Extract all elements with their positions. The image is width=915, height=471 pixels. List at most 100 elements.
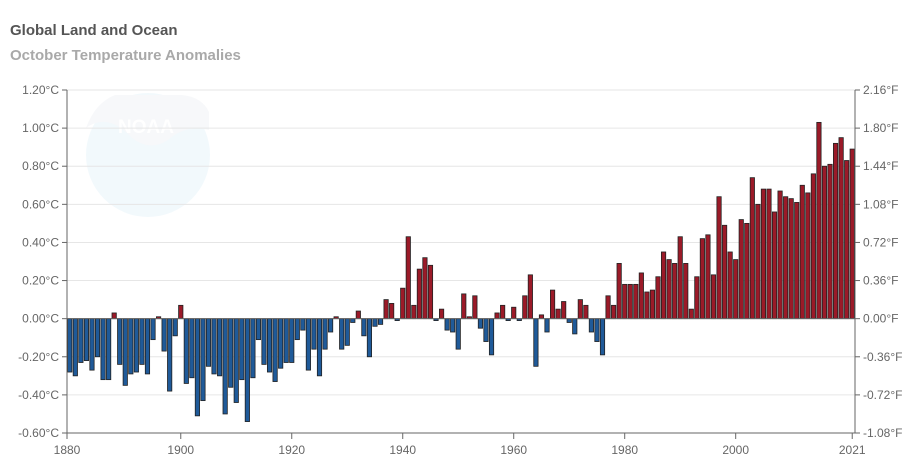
bar-1962 [522,295,528,320]
x-tick-label: 1900 [167,443,194,457]
y-tick-label: 0.40°C [22,235,59,249]
bar-2003 [749,177,755,320]
bar-1974 [588,318,594,333]
bar-1945 [427,264,434,320]
bar-1893 [139,318,145,365]
bar-1985 [649,289,656,320]
bar-1880 [67,318,73,373]
bar-1898 [167,318,173,392]
bars [67,121,855,422]
bar-1933 [361,318,367,337]
y2-tick-label: 2.16°F [863,83,898,97]
bar-1908 [222,318,228,415]
bar-2007 [771,211,778,320]
bar-1966 [544,318,550,333]
y-tick-label: -0.40°C [18,388,59,402]
bar-1999 [727,251,733,320]
y2-tick-label: -1.08°F [863,426,902,440]
bar-2020 [844,160,850,320]
bar-1897 [161,318,167,352]
bar-1983 [638,272,644,320]
bar-1953 [472,295,478,320]
bar-1981 [627,283,633,320]
bar-1984 [644,291,650,320]
bar-1989 [672,263,678,320]
bar-1942 [411,304,417,320]
y-tick-label: 0.80°C [22,159,59,173]
bar-1980 [622,283,628,320]
y2-tick-label: 0.36°F [863,274,898,288]
bar-1918 [278,318,284,369]
y2-tick-label: 1.08°F [863,197,898,211]
bar-1881 [72,318,78,377]
bar-1964 [533,318,539,367]
bar-1930 [344,318,350,346]
bar-1997 [716,196,722,320]
bar-1954 [477,318,483,329]
bar-1910 [233,318,239,403]
bar-1956 [488,318,495,356]
bar-1940 [400,287,406,320]
bar-1963 [527,274,533,320]
bar-1960 [511,306,517,320]
bar-1931 [350,318,356,323]
bar-1951 [461,293,467,320]
bar-1920 [289,318,295,363]
bar-1996 [710,274,717,320]
bar-2004 [755,203,761,320]
noaa-logo-circle [86,93,210,217]
chart-title: Global Land and Ocean [10,22,178,39]
bar-1968 [555,308,561,320]
bar-1970 [566,318,572,323]
bar-1882 [78,318,84,363]
bar-1923 [305,318,311,371]
bar-1965 [538,314,545,320]
bar-2000 [733,259,739,320]
bar-1917 [272,318,278,382]
bar-1926 [322,318,328,350]
bar-1973 [583,304,589,320]
bar-1929 [339,318,345,350]
bar-2017 [827,163,833,320]
y-tick-label: 0.00°C [22,312,59,326]
bar-1932 [355,310,361,320]
bar-1911 [239,318,245,381]
bar-2008 [777,190,783,320]
bar-1924 [311,318,317,350]
bar-1914 [255,318,262,341]
bar-2006 [766,188,772,320]
bar-1937 [383,299,389,320]
bar-1902 [189,318,195,379]
bar-1892 [133,318,139,373]
bar-1957 [494,312,500,320]
y-tick-label: 0.20°C [22,274,59,288]
bar-1915 [261,318,267,365]
bar-1971 [572,318,578,335]
bar-1909 [228,318,234,388]
bar-2013 [805,192,811,320]
bar-1993 [694,276,700,320]
bar-1987 [660,251,667,320]
y2-tick-label: 1.44°F [863,159,898,173]
bar-1986 [655,276,661,320]
noaa-logo-bird [86,95,209,146]
bar-1885 [94,318,101,358]
bar-1958 [500,304,506,320]
bar-1890 [122,318,128,386]
bar-1938 [389,303,395,320]
bar-1936 [377,318,384,325]
bar-2021 [849,148,855,320]
bar-1883 [83,318,89,361]
bar-2002 [744,222,750,320]
x-tick-label: 1920 [278,443,305,457]
bar-2019 [838,137,844,320]
bar-1889 [117,318,123,365]
bar-2015 [816,121,822,320]
y-tick-label: 1.20°C [22,83,59,97]
bar-2010 [788,198,794,320]
bar-1922 [300,318,306,331]
bar-1991 [683,263,689,320]
bar-1899 [172,318,178,337]
x-tick-label: 1960 [500,443,527,457]
bar-1912 [244,318,250,422]
